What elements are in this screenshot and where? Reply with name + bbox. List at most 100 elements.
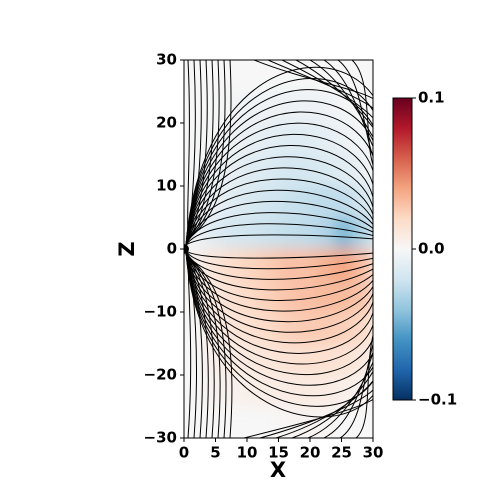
field-cell <box>334 406 355 438</box>
field-cell <box>315 154 336 187</box>
streamline <box>185 250 373 418</box>
streamline <box>185 189 373 246</box>
streamline <box>185 250 373 386</box>
streamline <box>187 60 196 240</box>
field-cell <box>221 280 242 313</box>
x-tick-label: 20 <box>300 444 321 462</box>
streamline <box>185 250 373 280</box>
streamlines <box>185 60 373 438</box>
colorbar-tick-label: 0.1 <box>418 89 445 107</box>
streamline <box>267 60 373 109</box>
x-tick-label: 15 <box>268 444 289 462</box>
streamline <box>187 60 208 240</box>
field <box>184 60 373 438</box>
field-cell <box>334 60 355 92</box>
field-cell <box>278 154 298 187</box>
streamline <box>307 361 373 438</box>
field-cell <box>278 280 298 313</box>
field-cell <box>334 217 355 250</box>
field-cell <box>278 248 298 281</box>
y-axis-label: Z <box>115 241 139 256</box>
streamline <box>339 342 373 438</box>
field-cell <box>296 374 317 407</box>
field-cell <box>278 91 298 124</box>
streamline <box>185 156 373 246</box>
streamline <box>187 60 220 240</box>
streamline <box>185 145 373 246</box>
streamline <box>187 60 226 240</box>
field-cell <box>184 374 204 407</box>
field-cell <box>184 91 204 124</box>
streamline <box>295 60 373 129</box>
x-tick-label: 25 <box>331 444 352 462</box>
field-cell <box>334 122 355 155</box>
field-cell <box>296 280 317 313</box>
field-cell <box>334 154 355 187</box>
y-tick-label: 30 <box>156 51 177 69</box>
colorbar-tick-label: 0.0 <box>418 240 445 258</box>
origin-marker <box>184 244 189 254</box>
field-cell <box>259 154 279 187</box>
streamline <box>185 250 373 397</box>
field-cell <box>353 60 373 92</box>
field-cell <box>259 217 279 250</box>
colorbar <box>392 97 413 401</box>
field-cell <box>296 122 317 155</box>
field-cell <box>259 91 279 124</box>
x-axis-label: X <box>270 458 286 482</box>
streamline <box>187 256 192 438</box>
x-tick-label: 5 <box>210 444 220 462</box>
x-tick-label: 10 <box>237 444 258 462</box>
field-cell <box>353 280 373 313</box>
field-cell <box>334 185 355 218</box>
field-cell <box>240 343 261 376</box>
streamline <box>275 379 373 438</box>
field-cell <box>202 374 223 407</box>
field-cell <box>315 374 336 407</box>
streamline <box>337 60 373 157</box>
x-tick-label: 30 <box>363 444 384 462</box>
field-cell <box>278 122 298 155</box>
field-cell <box>240 154 261 187</box>
field-cell <box>334 248 355 281</box>
streamline <box>187 60 214 240</box>
y-tick-label: 0 <box>167 240 177 258</box>
field-cell <box>315 185 336 218</box>
streamline <box>187 256 203 438</box>
streamline <box>187 60 202 240</box>
streamline <box>309 60 373 138</box>
y-tick-label: −10 <box>144 303 177 321</box>
field-cell <box>278 406 298 438</box>
field-cell <box>221 60 242 92</box>
streamline <box>185 250 373 259</box>
field-cell <box>259 248 279 281</box>
field-cell <box>296 311 317 344</box>
streamline <box>185 250 373 344</box>
field-cell <box>278 374 298 407</box>
field-cell <box>221 185 242 218</box>
streamline <box>187 60 232 240</box>
field-cell <box>184 343 204 376</box>
streamline <box>185 133 373 246</box>
field-cell <box>278 343 298 376</box>
field-cell <box>278 217 298 250</box>
streamline <box>323 60 373 148</box>
field-cell <box>240 248 261 281</box>
streamline <box>281 60 373 119</box>
colorbar-tick-label: −0.1 <box>418 391 457 409</box>
field-cell <box>240 311 261 344</box>
streamline <box>185 234 373 246</box>
streamline <box>351 60 373 167</box>
streamline <box>185 250 373 270</box>
streamline <box>187 256 233 438</box>
field-cell <box>315 91 336 124</box>
field-cell <box>259 60 279 92</box>
field-cell <box>240 60 261 92</box>
field-cell <box>221 217 242 250</box>
field-cell <box>296 248 317 281</box>
streamline <box>185 250 373 407</box>
field-cell <box>353 311 373 344</box>
streamline <box>187 256 215 438</box>
y-tick-label: −30 <box>144 429 177 447</box>
